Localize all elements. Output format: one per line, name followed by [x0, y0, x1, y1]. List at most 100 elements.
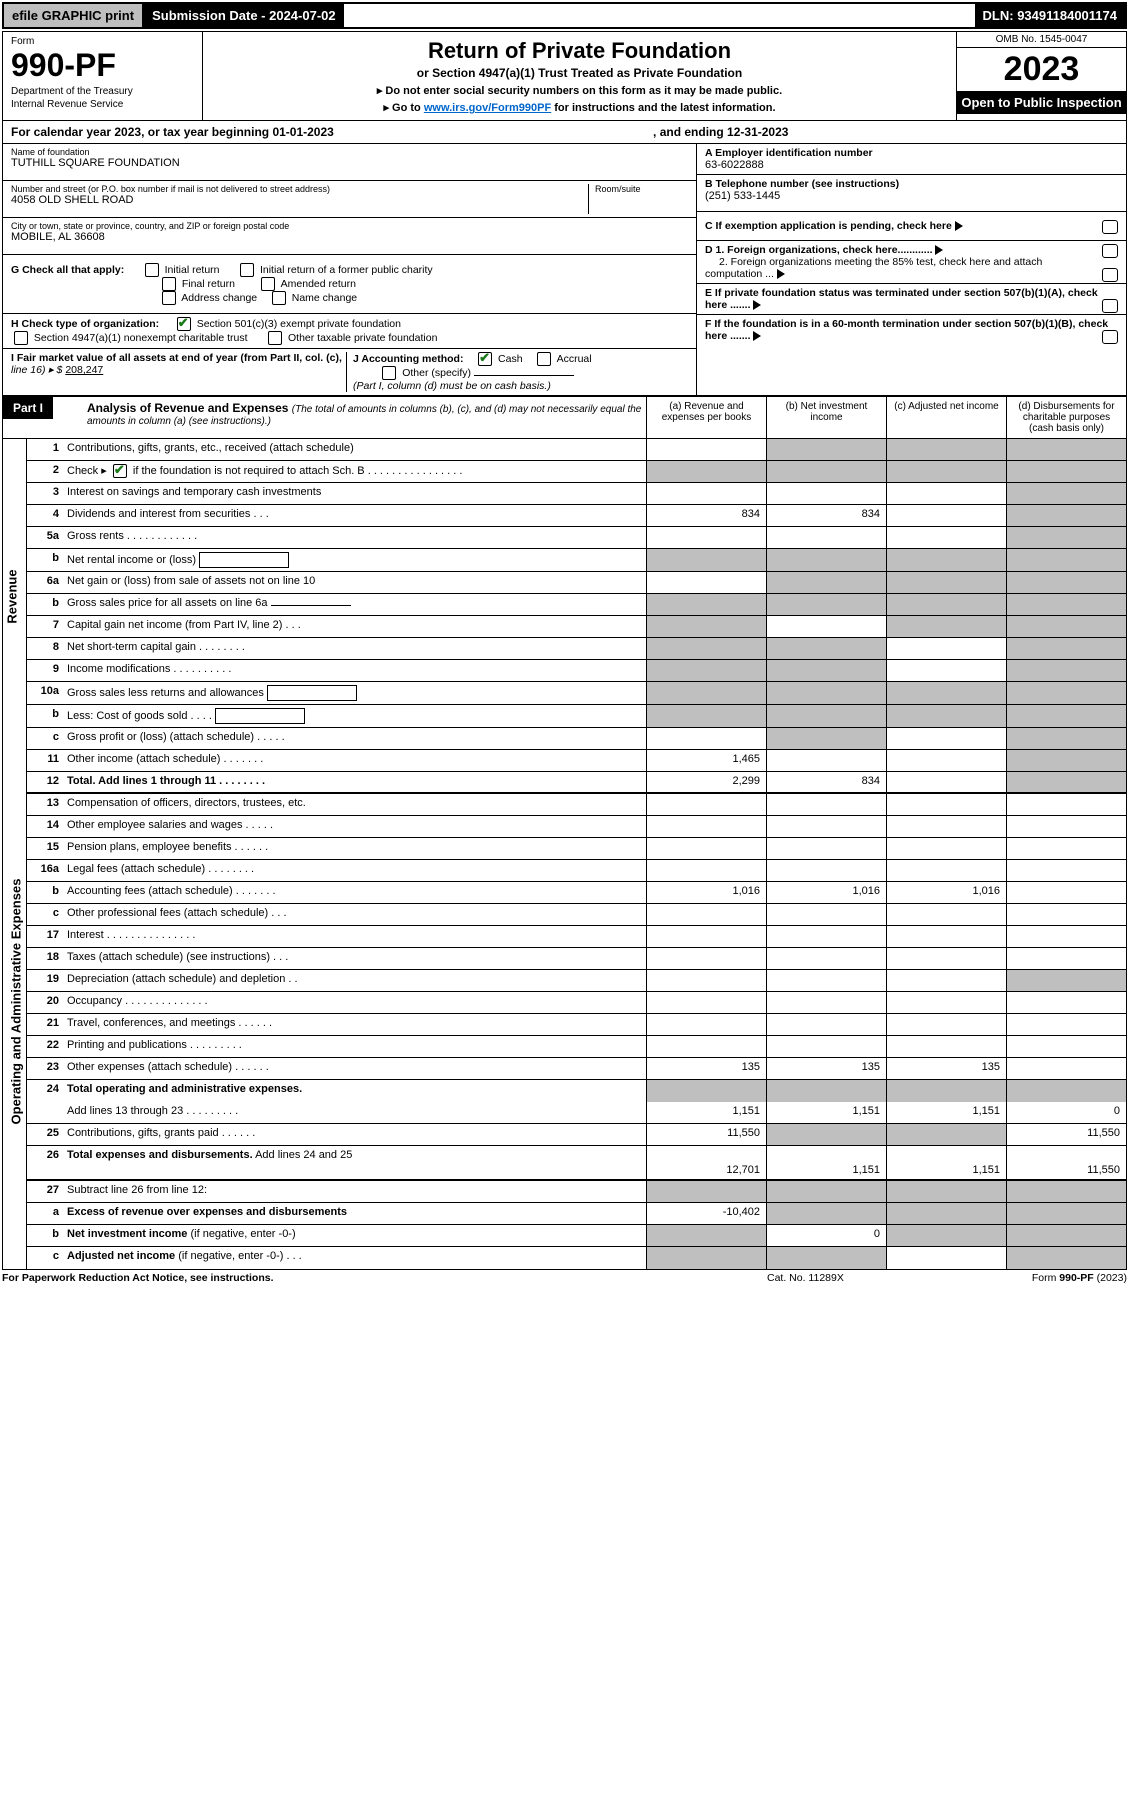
line-6b: Gross sales price for all assets on line…: [63, 594, 646, 615]
tax-year: 2023: [957, 48, 1126, 91]
omb: OMB No. 1545-0047: [957, 32, 1126, 48]
line-2: Check ▸ if the foundation is not require…: [63, 461, 646, 482]
ck-amended[interactable]: [261, 277, 275, 291]
calendar-year: For calendar year 2023, or tax year begi…: [2, 121, 1127, 144]
g-label: G Check all that apply:: [11, 264, 124, 276]
line-27: Subtract line 26 from line 12:: [63, 1181, 646, 1202]
line-10a: Gross sales less returns and allowances: [63, 682, 646, 704]
col-c: (c) Adjusted net income: [886, 397, 1006, 438]
ck-e[interactable]: [1102, 299, 1118, 313]
ck-4947[interactable]: [14, 331, 28, 345]
line-9: Income modifications . . . . . . . . . .: [63, 660, 646, 681]
ck-c[interactable]: [1102, 220, 1118, 234]
j-note: (Part I, column (d) must be on cash basi…: [353, 380, 551, 392]
j-label: J Accounting method:: [353, 353, 463, 365]
f-text: F If the foundation is in a 60-month ter…: [705, 318, 1108, 342]
line-16b: Accounting fees (attach schedule) . . . …: [63, 882, 646, 903]
line-12: Total. Add lines 1 through 11 . . . . . …: [63, 772, 646, 792]
form-title: Return of Private Foundation: [209, 38, 950, 64]
ck-address[interactable]: [162, 291, 176, 305]
efile-print-button[interactable]: efile GRAPHIC print: [4, 4, 144, 27]
line-14: Other employee salaries and wages . . . …: [63, 816, 646, 837]
form-label: Form: [11, 36, 194, 47]
ck-schb[interactable]: [113, 464, 127, 478]
form-header: Form 990-PF Department of the Treasury I…: [2, 31, 1127, 121]
street: 4058 OLD SHELL ROAD: [11, 194, 588, 206]
ck-f[interactable]: [1102, 330, 1118, 344]
form-number: 990-PF: [11, 47, 194, 84]
line-16a: Legal fees (attach schedule) . . . . . .…: [63, 860, 646, 881]
ck-other-acct[interactable]: [382, 366, 396, 380]
d2: 2. Foreign organizations meeting the 85%…: [705, 256, 1042, 280]
ck-initial[interactable]: [145, 263, 159, 277]
footer: For Paperwork Reduction Act Notice, see …: [2, 1272, 1127, 1284]
line-15: Pension plans, employee benefits . . . .…: [63, 838, 646, 859]
line-27b: Net investment income (if negative, ente…: [63, 1225, 646, 1246]
line-13: Compensation of officers, directors, tru…: [63, 794, 646, 815]
line-11: Other income (attach schedule) . . . . .…: [63, 750, 646, 771]
inst-1: ▸ Do not enter social security numbers o…: [209, 84, 950, 97]
line-3: Interest on savings and temporary cash i…: [63, 483, 646, 504]
submission-date: Submission Date - 2024-07-02: [144, 4, 344, 27]
e-text: E If private foundation status was termi…: [705, 287, 1098, 311]
ck-501c3[interactable]: [177, 317, 191, 331]
line-10b: Less: Cost of goods sold . . . .: [63, 705, 646, 727]
line-19: Depreciation (attach schedule) and deple…: [63, 970, 646, 991]
line-21: Travel, conferences, and meetings . . . …: [63, 1014, 646, 1035]
ck-other-tax[interactable]: [268, 331, 282, 345]
line-6a: Net gain or (loss) from sale of assets n…: [63, 572, 646, 593]
line-4: Dividends and interest from securities .…: [63, 505, 646, 526]
part1-header: Part I Analysis of Revenue and Expenses …: [2, 396, 1127, 439]
ein-label: A Employer identification number: [705, 147, 1118, 159]
line-8: Net short-term capital gain . . . . . . …: [63, 638, 646, 659]
line-22: Printing and publications . . . . . . . …: [63, 1036, 646, 1057]
inst-2: ▸ Go to www.irs.gov/Form990PF for instru…: [209, 101, 950, 114]
name-label: Name of foundation: [11, 147, 688, 157]
line-1: Contributions, gifts, grants, etc., rece…: [63, 439, 646, 460]
line-24b: Add lines 13 through 23 . . . . . . . . …: [63, 1102, 646, 1123]
line-5b: Net rental income or (loss): [63, 549, 646, 571]
line-23: Other expenses (attach schedule) . . . .…: [63, 1058, 646, 1079]
i-label: I Fair market value of all assets at end…: [11, 352, 342, 364]
irs: Internal Revenue Service: [11, 99, 194, 110]
ck-cash[interactable]: [478, 352, 492, 366]
c-text: C If exemption application is pending, c…: [705, 220, 952, 232]
irs-link[interactable]: www.irs.gov/Form990PF: [424, 102, 551, 114]
ck-d1[interactable]: [1102, 244, 1118, 258]
line-16c: Other professional fees (attach schedule…: [63, 904, 646, 925]
telephone: (251) 533-1445: [705, 190, 1118, 202]
dln: DLN: 93491184001174: [975, 4, 1125, 27]
col-a: (a) Revenue and expenses per books: [646, 397, 766, 438]
revenue-label: Revenue: [3, 439, 27, 794]
dept: Department of the Treasury: [11, 86, 194, 97]
line-25: Contributions, gifts, grants paid . . . …: [63, 1124, 646, 1145]
addr-label: Number and street (or P.O. box number if…: [11, 184, 588, 194]
tel-label: B Telephone number (see instructions): [705, 178, 1118, 190]
col-d: (d) Disbursements for charitable purpose…: [1006, 397, 1126, 438]
line-24: Total operating and administrative expen…: [63, 1080, 646, 1102]
arrow-icon: [935, 245, 943, 255]
d1: D 1. Foreign organizations, check here..…: [705, 244, 933, 256]
ck-initial-former[interactable]: [240, 263, 254, 277]
line-10c: Gross profit or (loss) (attach schedule)…: [63, 728, 646, 749]
opex-label: Operating and Administrative Expenses: [3, 794, 27, 1269]
topbar: efile GRAPHIC print Submission Date - 20…: [2, 2, 1127, 29]
line-5a: Gross rents . . . . . . . . . . . .: [63, 527, 646, 548]
city-label: City or town, state or province, country…: [11, 221, 688, 231]
city: MOBILE, AL 36608: [11, 231, 688, 243]
line-20: Occupancy . . . . . . . . . . . . . .: [63, 992, 646, 1013]
line-18: Taxes (attach schedule) (see instruction…: [63, 948, 646, 969]
ein: 63-6022888: [705, 159, 1118, 171]
arrow-icon: [955, 221, 963, 231]
ck-accrual[interactable]: [537, 352, 551, 366]
form-subtitle: or Section 4947(a)(1) Trust Treated as P…: [209, 66, 950, 80]
arrow-icon: [753, 300, 761, 310]
ck-d2[interactable]: [1102, 268, 1118, 282]
line-26: Total expenses and disbursements. Add li…: [63, 1146, 646, 1179]
arrow-icon: [777, 269, 785, 279]
foundation-name: TUTHILL SQUARE FOUNDATION: [11, 157, 688, 169]
ck-name[interactable]: [272, 291, 286, 305]
ck-final[interactable]: [162, 277, 176, 291]
room-label: Room/suite: [595, 184, 688, 194]
line-7: Capital gain net income (from Part IV, l…: [63, 616, 646, 637]
